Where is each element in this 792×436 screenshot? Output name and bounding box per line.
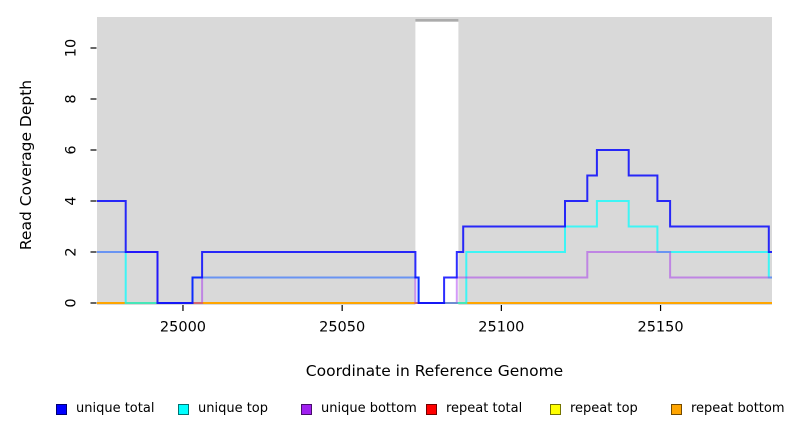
y-tick-label: 4 (64, 196, 80, 205)
x-tick-label: 25150 (637, 320, 683, 336)
coverage-gap-band (415, 22, 459, 305)
legend-swatch-repeat-top (550, 403, 561, 415)
legend: unique total unique top unique bottom re… (0, 399, 792, 423)
x-axis-title: Coordinate in Reference Genome (306, 362, 563, 380)
legend-swatch-unique-top (178, 403, 189, 415)
y-axis-title: Read Coverage Depth (17, 80, 35, 250)
series-line-unique-total (97, 149, 772, 304)
legend-label-repeat-bottom: repeat bottom (691, 401, 785, 416)
legend-label-unique-top: unique top (198, 401, 269, 416)
legend-item-unique-bottom: unique bottom (301, 401, 417, 417)
y-tick-label: 2 (64, 247, 80, 256)
x-tick-label: 25000 (160, 320, 206, 336)
legend-item-repeat-total: repeat total (426, 401, 522, 417)
legend-swatch-unique-total (56, 403, 67, 415)
legend-label-unique-total: unique total (76, 401, 155, 416)
legend-label-repeat-top: repeat top (570, 401, 638, 416)
legend-item-repeat-bottom: repeat bottom (671, 401, 785, 417)
y-tick-label: 0 (64, 298, 80, 307)
x-tick-label: 25100 (478, 320, 524, 336)
y-tick-label: 10 (64, 39, 80, 57)
legend-label-repeat-total: repeat total (446, 401, 523, 416)
legend-item-repeat-top: repeat top (550, 401, 638, 417)
coverage-gap-band-top-strip (415, 19, 459, 22)
y-tick-label: 6 (64, 145, 80, 154)
x-tick-label: 25050 (319, 320, 365, 336)
legend-label-unique-bottom: unique bottom (321, 401, 417, 416)
legend-item-unique-total: unique total (56, 401, 154, 417)
legend-item-unique-top: unique top (178, 401, 268, 417)
legend-swatch-repeat-bottom (671, 403, 682, 415)
legend-swatch-repeat-total (426, 403, 437, 415)
legend-swatch-unique-bottom (301, 403, 312, 415)
y-tick-label: 8 (64, 94, 80, 103)
